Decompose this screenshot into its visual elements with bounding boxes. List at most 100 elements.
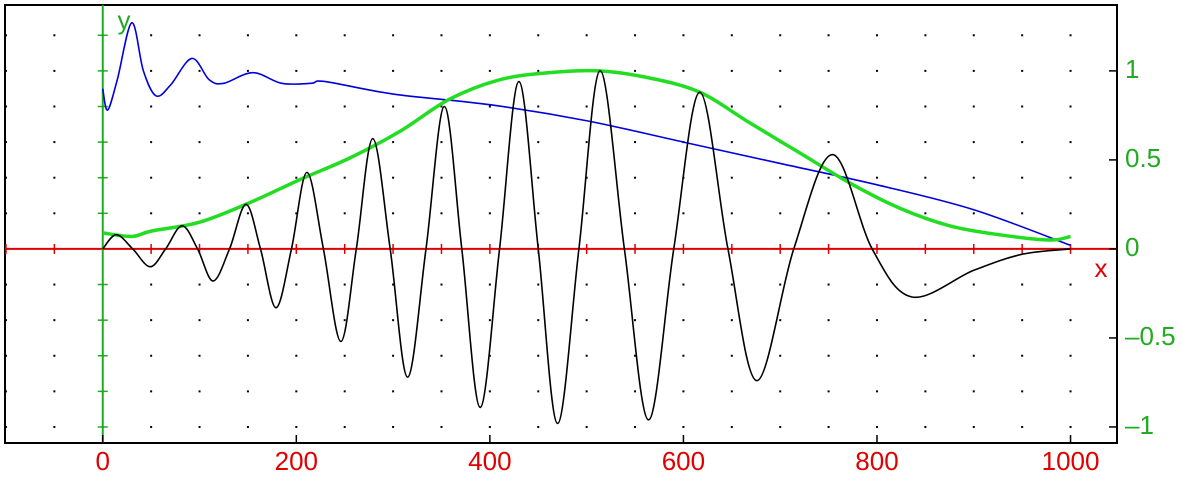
grid-dot — [634, 390, 637, 393]
grid-dot — [246, 105, 249, 108]
y-tick-label: 0 — [1125, 232, 1139, 262]
grid-dot — [392, 69, 395, 72]
grid-dot — [585, 212, 588, 215]
grid-dot — [682, 283, 685, 286]
grid-dot — [246, 283, 249, 286]
grid-dot — [537, 176, 540, 179]
grid-dot — [585, 319, 588, 322]
grid-dot — [924, 176, 927, 179]
grid-dot — [634, 34, 637, 37]
grid-dot — [53, 34, 56, 37]
grid-dot — [682, 212, 685, 215]
grid-dot — [150, 176, 153, 179]
y-tick-label: –0.5 — [1125, 321, 1176, 351]
grid-dot — [392, 425, 395, 428]
y-tick-label: 0.5 — [1125, 143, 1161, 173]
grid-dot — [827, 390, 830, 393]
grid-dot — [488, 354, 491, 357]
grid-dot — [488, 283, 491, 286]
grid-dot — [827, 319, 830, 322]
grid-dot — [295, 319, 298, 322]
grid-dot — [827, 283, 830, 286]
grid-dot — [150, 212, 153, 215]
grid-dot — [246, 69, 249, 72]
grid-dot — [198, 319, 201, 322]
data-line — [102, 68, 1071, 242]
grid-dot — [827, 141, 830, 144]
grid-dot — [440, 105, 443, 108]
grid-dot — [392, 319, 395, 322]
grid-dot — [1069, 34, 1072, 37]
grid-dot — [730, 425, 733, 428]
grid-dot — [440, 390, 443, 393]
grid-dot — [198, 390, 201, 393]
x-tick-label: 600 — [662, 446, 705, 476]
grid-dot — [730, 354, 733, 357]
grid-dot — [343, 283, 346, 286]
grid-dot — [150, 390, 153, 393]
grid-dot — [537, 354, 540, 357]
grid-dot — [1021, 425, 1024, 428]
grid-dot — [779, 105, 782, 108]
grid-dot — [440, 69, 443, 72]
grid-dot — [924, 354, 927, 357]
grid-dot — [972, 319, 975, 322]
grid-dot — [1069, 283, 1072, 286]
grid-dot — [875, 319, 878, 322]
grid-dot — [730, 319, 733, 322]
grid-dot — [875, 69, 878, 72]
x-tick-label: 400 — [468, 446, 511, 476]
grid-dot — [1021, 69, 1024, 72]
grid-dot — [343, 390, 346, 393]
grid-dot — [488, 319, 491, 322]
grid-dot — [488, 176, 491, 179]
grid-dot — [246, 141, 249, 144]
grid-dot — [343, 69, 346, 72]
grid-dot — [150, 69, 153, 72]
grid-dot — [150, 141, 153, 144]
grid-dot — [730, 212, 733, 215]
plot-frame — [4, 4, 1118, 444]
grid-dot — [198, 34, 201, 37]
grid-dot — [875, 283, 878, 286]
grid-dot — [53, 141, 56, 144]
grid-dot — [1021, 34, 1024, 37]
grid-dot — [295, 176, 298, 179]
grid-dot — [634, 354, 637, 357]
grid-dot — [924, 34, 927, 37]
grid-dot — [682, 34, 685, 37]
grid-dot — [4, 283, 7, 286]
grid-dot — [246, 354, 249, 357]
grid-dot — [972, 283, 975, 286]
grid-dot — [295, 34, 298, 37]
grid-dot — [198, 69, 201, 72]
grid-dot — [150, 319, 153, 322]
grid-dot — [343, 319, 346, 322]
grid-dot — [875, 212, 878, 215]
grid-dot — [585, 390, 588, 393]
y-tick-label: –1 — [1125, 410, 1154, 440]
grid-dot — [585, 354, 588, 357]
grid-dot — [440, 141, 443, 144]
grid-dot — [53, 390, 56, 393]
grid-dot — [343, 425, 346, 428]
grid-dot — [634, 141, 637, 144]
grid-dot — [537, 141, 540, 144]
grid-dot — [875, 390, 878, 393]
grid-dot — [827, 176, 830, 179]
grid-dot — [295, 390, 298, 393]
grid-dot — [246, 176, 249, 179]
grid-dot — [875, 425, 878, 428]
grid-dot — [537, 212, 540, 215]
grid-dot — [779, 176, 782, 179]
grid-dot — [343, 176, 346, 179]
grid-dot — [730, 105, 733, 108]
grid-dot — [972, 425, 975, 428]
grid-dot — [53, 425, 56, 428]
grid-dot — [1021, 141, 1024, 144]
grid-dot — [198, 283, 201, 286]
grid-dot — [730, 390, 733, 393]
y-tick-label: 1 — [1125, 54, 1139, 84]
grid-dot — [4, 69, 7, 72]
